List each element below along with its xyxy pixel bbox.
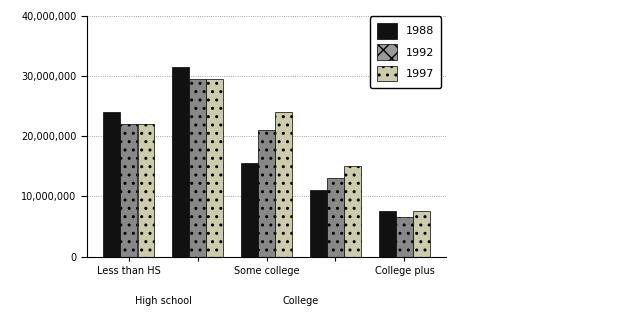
Bar bbox=[258, 130, 275, 257]
Bar bbox=[206, 79, 223, 257]
Text: College: College bbox=[283, 295, 319, 305]
Bar bbox=[327, 178, 344, 257]
Bar bbox=[379, 212, 396, 257]
Bar bbox=[172, 67, 189, 257]
Bar bbox=[310, 190, 327, 257]
Bar bbox=[413, 212, 430, 257]
Bar bbox=[120, 124, 137, 257]
Bar bbox=[396, 218, 413, 257]
Bar bbox=[344, 166, 361, 257]
Bar bbox=[103, 112, 120, 257]
Bar bbox=[138, 124, 154, 257]
Text: High school: High school bbox=[135, 295, 192, 305]
Bar bbox=[275, 112, 292, 257]
Bar bbox=[241, 163, 258, 257]
Legend: 1988, 1992, 1997: 1988, 1992, 1997 bbox=[370, 16, 441, 88]
Bar bbox=[189, 79, 206, 257]
